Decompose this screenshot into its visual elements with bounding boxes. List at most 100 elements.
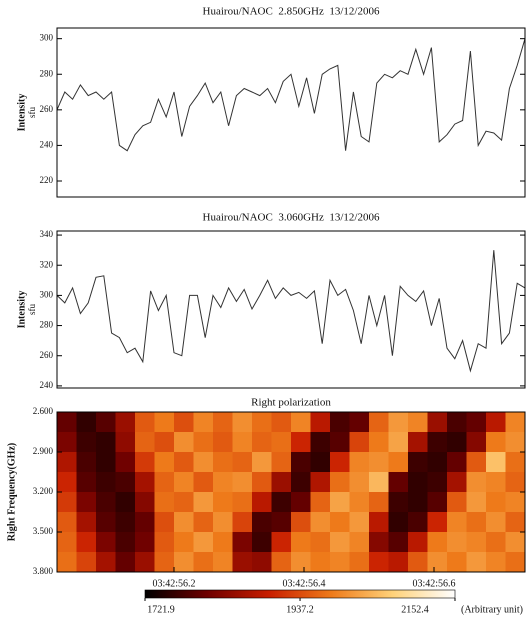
colorbar-tick-label: 1937.2: [286, 604, 314, 615]
y-tick-label: 3.200: [33, 486, 54, 496]
heat-cell: [466, 452, 487, 473]
heat-cell: [408, 412, 428, 433]
heat-cell: [349, 432, 370, 453]
heat-cell: [427, 472, 448, 493]
heat-cell: [408, 532, 428, 553]
heat-cell: [213, 532, 233, 553]
heat-cell: [486, 532, 506, 553]
heat-cell: [76, 472, 97, 493]
heat-cell: [174, 452, 194, 473]
heat-cell: [154, 512, 175, 533]
heat-cell: [369, 492, 389, 513]
heat-cell: [486, 492, 506, 513]
heat-cell: [193, 472, 214, 493]
heat-cell: [57, 532, 77, 553]
heat-cell: [486, 472, 506, 493]
heat-cell: [447, 452, 467, 473]
heat-cell: [349, 492, 370, 513]
y-axis-label: Right Frequency(GHz): [6, 443, 17, 541]
y-tick-label: 3.800: [33, 566, 54, 576]
y-tick-label: 340: [40, 229, 54, 239]
heat-cell: [388, 472, 409, 493]
plot-frame: [56, 411, 526, 573]
heat-cell: [330, 532, 350, 553]
heat-cell: [330, 452, 350, 473]
heat-cell: [96, 472, 116, 493]
heat-cell: [505, 492, 526, 513]
y-tick-label: 240: [40, 380, 54, 390]
heat-cell: [57, 452, 77, 473]
heat-cell: [427, 412, 448, 433]
heat-cell: [349, 532, 370, 553]
heat-cell: [174, 512, 194, 533]
heat-cell: [232, 432, 253, 453]
heat-cell: [466, 472, 487, 493]
y-tick-label: 280: [40, 320, 54, 330]
heat-cell: [213, 552, 233, 573]
heat-cell: [135, 472, 155, 493]
colorbar-tick-label: 1721.9: [147, 604, 175, 615]
heat-cell: [76, 512, 97, 533]
heat-cell: [271, 492, 292, 513]
heat-cell: [447, 512, 467, 533]
heat-cell: [232, 472, 253, 493]
heat-cell: [505, 432, 526, 453]
heat-cell: [408, 492, 428, 513]
heat-cell: [232, 452, 253, 473]
plot-frame: [56, 27, 526, 198]
heat-cell: [310, 552, 331, 573]
heat-cell: [135, 492, 155, 513]
heat-cell: [388, 412, 409, 433]
heat-cell: [369, 412, 389, 433]
heat-cell: [154, 432, 175, 453]
y-tick-label: 280: [40, 68, 54, 78]
x-tick-label: 03:42:56.2: [152, 578, 195, 589]
heat-cell: [96, 532, 116, 553]
heat-cell: [135, 452, 155, 473]
heat-cell: [193, 432, 214, 453]
heat-cell: [291, 552, 311, 573]
heat-cell: [330, 512, 350, 533]
chart-title: Huairou/NAOC 3.060GHz 13/12/2006: [203, 212, 380, 224]
chart-title: Huairou/NAOC 2.850GHz 13/12/2006: [203, 6, 380, 18]
heat-cell: [408, 432, 428, 453]
heat-cell: [388, 492, 409, 513]
y-tick-label: 300: [40, 289, 54, 299]
heat-cell: [349, 512, 370, 533]
heat-cell: [369, 432, 389, 453]
heat-cell: [135, 552, 155, 573]
heat-cell: [330, 492, 350, 513]
heat-cell: [447, 552, 467, 573]
heat-cell: [57, 412, 77, 433]
heat-cell: [213, 432, 233, 453]
heat-cell: [291, 492, 311, 513]
heat-cell: [174, 412, 194, 433]
y-tick-label: 300: [40, 33, 54, 43]
heat-cell: [115, 452, 136, 473]
heat-cell: [57, 472, 77, 493]
heat-cell: [115, 492, 136, 513]
heat-cell: [310, 512, 331, 533]
heat-cell: [291, 472, 311, 493]
heat-cell: [232, 492, 253, 513]
heat-cell: [369, 472, 389, 493]
heat-cell: [57, 512, 77, 533]
heat-cell: [427, 552, 448, 573]
heat-cell: [505, 552, 526, 573]
y-axis-unit: sfu: [27, 107, 37, 118]
heat-cell: [310, 472, 331, 493]
heat-cell: [427, 532, 448, 553]
heat-cell: [76, 552, 97, 573]
heat-cell: [466, 432, 487, 453]
heat-cell: [310, 412, 331, 433]
heat-cell: [115, 552, 136, 573]
heat-cell: [154, 472, 175, 493]
heat-cell: [115, 432, 136, 453]
heat-cell: [349, 472, 370, 493]
heat-cell: [154, 412, 175, 433]
heat-cell: [388, 452, 409, 473]
heat-cell: [96, 492, 116, 513]
heat-cell: [271, 532, 292, 553]
heat-cell: [252, 452, 272, 473]
